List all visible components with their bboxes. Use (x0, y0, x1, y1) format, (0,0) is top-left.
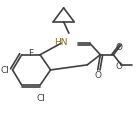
Text: HN: HN (54, 38, 68, 47)
Text: Cl: Cl (0, 66, 9, 75)
Text: Cl: Cl (37, 93, 46, 102)
Text: O: O (115, 61, 122, 70)
Text: O: O (94, 71, 101, 80)
Text: F: F (28, 48, 33, 57)
Text: O: O (115, 43, 122, 52)
